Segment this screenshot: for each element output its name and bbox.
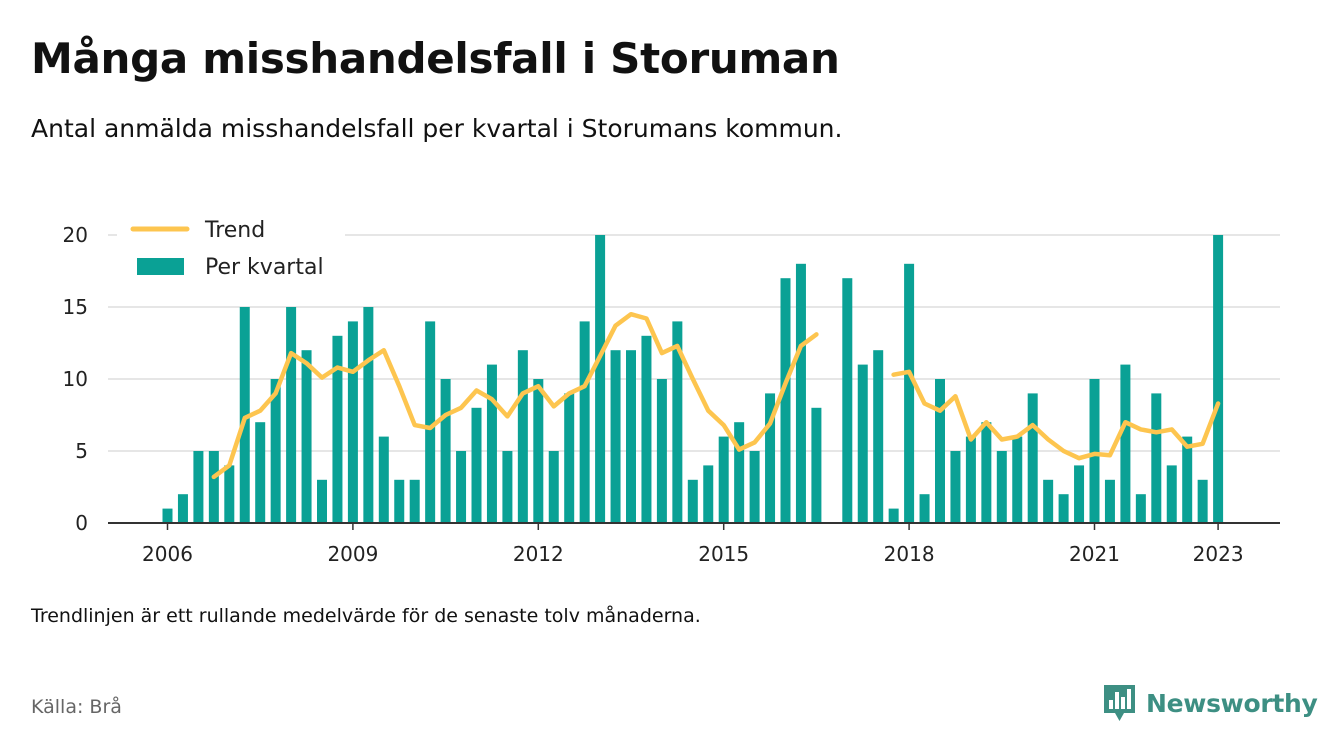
bar <box>363 307 374 523</box>
chart-area: 0 5 10 15 20 2006 2009 2012 2015 2018 2021 2023 Tre… <box>63 212 1280 566</box>
bar <box>996 451 1007 523</box>
bar <box>332 335 343 523</box>
bar <box>873 350 884 523</box>
legend-trend-label: Trend <box>204 218 265 243</box>
y-tick-label: 15 <box>63 295 88 319</box>
bar <box>378 436 389 523</box>
bar <box>919 494 930 523</box>
bar <box>1089 379 1100 523</box>
trend-line <box>891 369 1221 461</box>
bar <box>239 307 250 523</box>
bar <box>1074 465 1085 523</box>
bar <box>1043 479 1054 523</box>
legend: Trend Per kvartal <box>117 212 345 280</box>
y-tick-label: 20 <box>63 223 88 247</box>
legend-bar-label: Per kvartal <box>205 255 324 280</box>
bar <box>1012 436 1023 523</box>
bar <box>687 479 698 523</box>
bar <box>626 350 636 523</box>
bar <box>255 422 266 523</box>
bar-series <box>162 235 1224 523</box>
bar <box>656 379 667 523</box>
brand-name: Newsworthy <box>1146 688 1318 718</box>
bar <box>486 364 497 523</box>
x-tick-label: 2012 <box>513 542 564 566</box>
newsworthy-logo-icon <box>1104 685 1135 721</box>
bar <box>425 321 436 523</box>
bar <box>471 407 482 523</box>
bar <box>208 451 219 523</box>
x-tick-label: 2009 <box>327 542 378 566</box>
bar <box>177 494 188 523</box>
chart-subtitle: Antal anmälda misshandelsfall per kvarta… <box>31 114 843 143</box>
bar <box>749 451 760 523</box>
trend-line <box>211 311 819 480</box>
bar <box>904 263 915 523</box>
x-tick-label: 2015 <box>698 542 749 566</box>
bar <box>1104 479 1115 523</box>
y-tick-label: 5 <box>75 439 88 463</box>
bar <box>347 321 358 523</box>
bar <box>950 451 961 523</box>
bar <box>672 321 683 523</box>
bar <box>935 379 945 523</box>
bar <box>641 335 652 523</box>
bar <box>1058 494 1069 523</box>
bar <box>1166 465 1177 523</box>
bar <box>193 451 204 523</box>
bar <box>579 321 590 523</box>
bar <box>595 235 606 523</box>
bar <box>548 451 559 523</box>
y-tick-label: 0 <box>75 511 88 535</box>
brand-logo: Newsworthy <box>1102 683 1318 723</box>
bar <box>734 422 745 523</box>
bar <box>440 379 451 523</box>
bar <box>456 451 467 523</box>
x-tick-label: 2006 <box>142 542 193 566</box>
bar <box>533 379 544 523</box>
bar <box>981 422 992 523</box>
x-tick-label: 2021 <box>1069 542 1120 566</box>
legend-bar-swatch <box>137 258 184 275</box>
bar <box>502 451 513 523</box>
bar <box>857 364 868 523</box>
bar <box>1213 235 1224 523</box>
bar <box>1182 436 1193 523</box>
trend-series <box>211 311 1221 480</box>
footnote: Trendlinjen är ett rullande medelvärde f… <box>31 605 701 627</box>
bar <box>780 278 791 523</box>
bar <box>765 393 776 523</box>
bar <box>842 278 853 523</box>
bar <box>888 508 899 523</box>
x-tick-label: 2018 <box>884 542 935 566</box>
chart-title: Många misshandelsfall i Storuman <box>31 34 840 83</box>
bar <box>795 263 806 523</box>
bar <box>965 436 976 523</box>
bar <box>718 436 729 523</box>
bar <box>270 379 281 523</box>
bar <box>224 465 235 523</box>
x-tick-label: 2023 <box>1193 542 1244 566</box>
bar <box>409 479 420 523</box>
bar <box>1120 364 1131 523</box>
bar <box>1027 393 1038 523</box>
bar <box>517 350 528 523</box>
bar <box>317 479 327 523</box>
bar <box>1151 393 1162 523</box>
bar <box>1197 479 1208 523</box>
bar <box>286 307 297 523</box>
bar <box>703 465 714 523</box>
bar <box>1135 494 1146 523</box>
bar <box>564 393 575 523</box>
y-tick-label: 10 <box>63 367 88 391</box>
bar <box>610 350 621 523</box>
axes: 0 5 10 15 20 2006 2009 2012 2015 2018 2021 2023 <box>63 223 1280 566</box>
bar <box>301 350 312 523</box>
source-label: Källa: Brå <box>31 696 122 718</box>
bar <box>811 407 822 523</box>
bar <box>394 479 405 523</box>
bar <box>162 508 173 523</box>
